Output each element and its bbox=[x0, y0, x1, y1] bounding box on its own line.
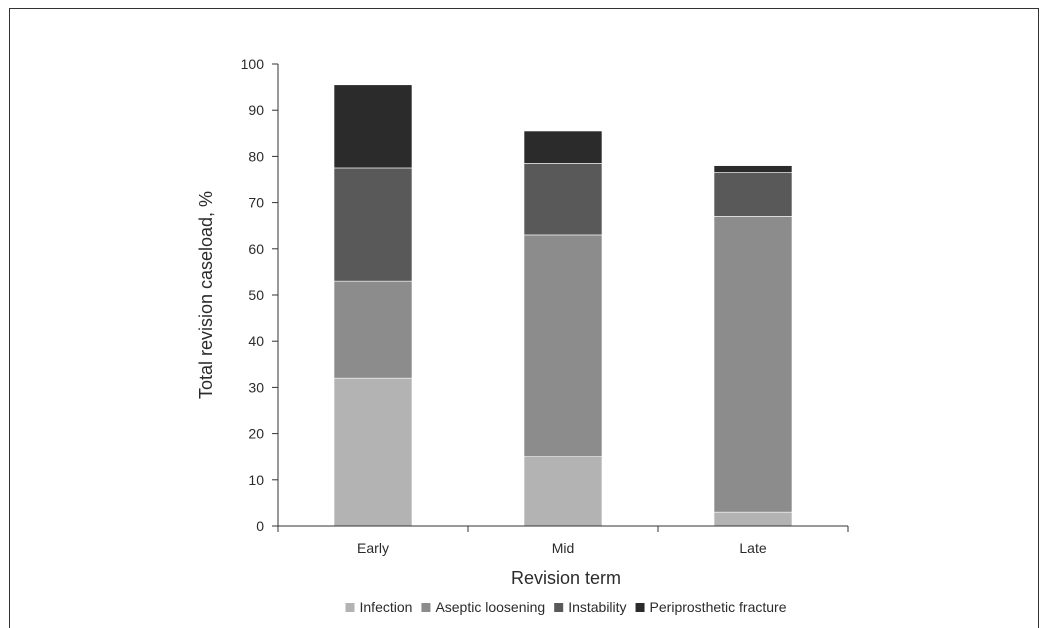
bar-stack-late bbox=[713, 165, 793, 527]
y-tick-label: 100 bbox=[241, 56, 265, 72]
legend-swatch bbox=[345, 603, 355, 612]
y-tick-label: 0 bbox=[256, 518, 264, 534]
legend: Infection Aseptic loosening Instability Per… bbox=[345, 599, 787, 615]
legend-label: Infection bbox=[360, 599, 413, 615]
y-tick-label: 60 bbox=[248, 241, 264, 257]
bar-segment-instability bbox=[333, 167, 413, 282]
y-tick-label: 40 bbox=[248, 333, 264, 349]
bar-segment-instability bbox=[713, 172, 793, 217]
x-axis-title: Revision term bbox=[511, 568, 621, 588]
bar-segment-periprosthetic-fracture bbox=[713, 165, 793, 173]
y-tick-label: 90 bbox=[248, 102, 264, 118]
y-tick-label: 70 bbox=[248, 195, 264, 211]
x-tick-label: Late bbox=[739, 540, 766, 556]
bar-segment-infection bbox=[523, 456, 603, 527]
bar-segment-aseptic-loosening bbox=[523, 234, 603, 457]
legend-label: Aseptic loosening bbox=[435, 599, 545, 615]
bar-stacks bbox=[333, 84, 793, 527]
bar-segment-infection bbox=[713, 511, 793, 527]
bar-segment-periprosthetic-fracture bbox=[333, 84, 413, 169]
legend-label: Instability bbox=[568, 599, 626, 615]
bar-stack-early bbox=[333, 84, 413, 527]
bar-segment-periprosthetic-fracture bbox=[523, 130, 603, 164]
figure-frame bbox=[9, 8, 1039, 628]
legend-item: Instability bbox=[554, 599, 627, 615]
legend-label: Periprosthetic fracture bbox=[650, 599, 787, 615]
x-tick-label: Early bbox=[357, 540, 389, 556]
legend-item: Periprosthetic fracture bbox=[635, 599, 787, 615]
y-axis-title: Total revision caseload, % bbox=[196, 191, 216, 399]
x-axis-ticks: Early Mid Late bbox=[277, 526, 849, 556]
legend-swatch bbox=[554, 603, 564, 612]
legend-item: Infection bbox=[345, 599, 413, 615]
bar-segment-infection bbox=[333, 377, 413, 527]
y-tick-label: 80 bbox=[248, 148, 264, 164]
bar-stack-mid bbox=[523, 130, 603, 527]
x-tick-label: Mid bbox=[552, 540, 575, 556]
bar-segment-aseptic-loosening bbox=[333, 280, 413, 379]
legend-swatch bbox=[421, 603, 431, 612]
bar-segment-aseptic-loosening bbox=[713, 216, 793, 513]
legend-item: Aseptic loosening bbox=[421, 599, 545, 615]
y-tick-label: 30 bbox=[248, 379, 264, 395]
y-tick-label: 20 bbox=[248, 426, 264, 442]
bar-segment-instability bbox=[523, 163, 603, 236]
y-tick-label: 50 bbox=[248, 287, 264, 303]
legend-swatch bbox=[635, 603, 645, 612]
y-tick-label: 10 bbox=[248, 472, 264, 488]
y-axis-ticks: 0 10 20 30 40 50 60 70 80 90 100 bbox=[241, 56, 278, 534]
